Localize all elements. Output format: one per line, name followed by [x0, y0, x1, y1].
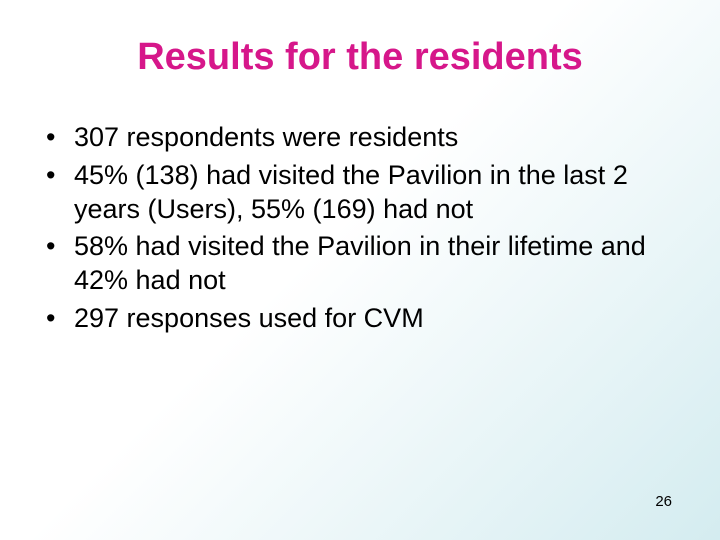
- bullet-item: 297 responses used for CVM: [40, 302, 680, 336]
- bullet-list: 307 respondents were residents 45% (138)…: [40, 121, 680, 336]
- slide-title: Results for the residents: [40, 36, 680, 79]
- bullet-item: 45% (138) had visited the Pavilion in th…: [40, 159, 680, 227]
- bullet-item: 307 respondents were residents: [40, 121, 680, 155]
- bullet-item: 58% had visited the Pavilion in their li…: [40, 230, 680, 298]
- slide-container: Results for the residents 307 respondent…: [0, 0, 720, 540]
- page-number: 26: [655, 493, 672, 510]
